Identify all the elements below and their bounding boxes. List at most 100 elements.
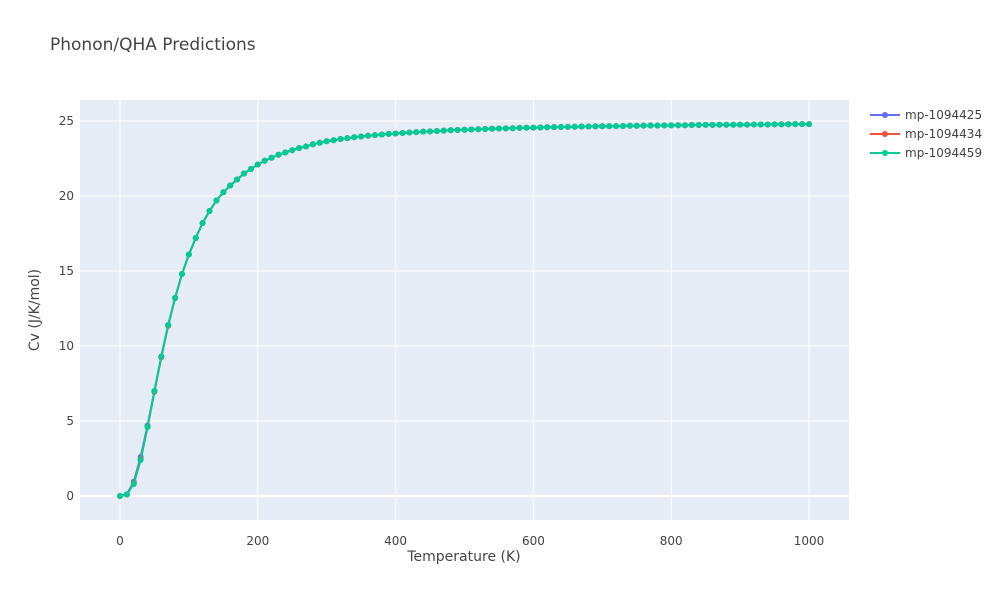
- data-point: [654, 122, 661, 129]
- x-tick-label: 400: [384, 534, 407, 548]
- data-point: [523, 124, 530, 131]
- data-point: [289, 147, 296, 154]
- data-point: [178, 271, 185, 277]
- data-point: [606, 123, 613, 130]
- y-tick-label: 10: [59, 339, 74, 353]
- data-point: [220, 189, 227, 196]
- legend-marker: [882, 150, 888, 156]
- data-point: [744, 121, 751, 128]
- series-layer: [116, 121, 813, 499]
- y-tick-label: 20: [59, 189, 74, 203]
- data-point: [489, 125, 496, 132]
- data-point: [599, 123, 606, 130]
- data-point: [385, 130, 392, 137]
- data-point: [427, 128, 434, 135]
- data-point: [626, 122, 633, 129]
- data-point: [647, 122, 654, 129]
- data-point: [351, 134, 358, 141]
- data-point: [130, 481, 137, 487]
- data-point: [227, 182, 234, 189]
- x-tick-label: 1000: [794, 534, 825, 548]
- data-point: [254, 161, 261, 168]
- data-point: [709, 121, 716, 128]
- data-point: [420, 128, 427, 135]
- data-point: [247, 166, 254, 172]
- data-point: [468, 126, 475, 133]
- series-mp-1094459: [116, 121, 813, 499]
- y-axis-title: Cv (J/K/mol): [27, 269, 43, 351]
- data-point: [688, 122, 695, 129]
- data-point: [241, 170, 247, 177]
- data-point: [661, 122, 668, 129]
- data-point: [757, 121, 764, 128]
- data-point: [613, 123, 620, 130]
- y-tick-label: 0: [66, 489, 74, 503]
- data-point: [516, 124, 523, 131]
- legend-marker: [882, 131, 888, 137]
- y-tick-label: 15: [59, 264, 74, 278]
- data-point: [530, 124, 537, 131]
- data-point: [778, 121, 785, 128]
- data-point: [750, 121, 757, 128]
- x-axis-title: Temperature (K): [406, 549, 520, 565]
- data-point: [433, 128, 440, 135]
- data-point: [144, 424, 151, 430]
- data-point: [199, 220, 206, 226]
- data-point: [406, 129, 413, 136]
- data-point: [461, 126, 468, 133]
- data-point: [268, 154, 275, 161]
- data-point: [358, 133, 365, 140]
- data-point: [675, 122, 682, 129]
- data-point: [213, 197, 220, 204]
- data-point: [785, 121, 792, 128]
- data-point: [668, 122, 675, 129]
- data-point: [592, 123, 599, 130]
- data-point: [702, 121, 709, 128]
- data-point: [737, 121, 744, 128]
- data-point: [371, 132, 378, 139]
- data-point: [792, 121, 799, 128]
- data-point: [730, 121, 737, 128]
- x-tick-label: 200: [246, 534, 269, 548]
- legend-marker: [882, 112, 888, 118]
- data-point: [764, 121, 771, 128]
- data-point: [296, 145, 303, 151]
- data-point: [282, 149, 289, 156]
- data-point: [440, 127, 447, 134]
- data-point: [771, 121, 778, 128]
- data-point: [116, 493, 123, 499]
- data-point: [316, 139, 323, 146]
- legend: mp-1094425 mp-1094434 mp-1094459: [870, 108, 982, 160]
- data-point: [185, 251, 192, 258]
- y-tick-label: 25: [59, 114, 74, 128]
- legend-label: mp-1094434: [905, 127, 982, 141]
- data-point: [344, 135, 351, 142]
- data-point: [392, 130, 399, 137]
- data-point: [172, 295, 179, 301]
- data-point: [799, 121, 806, 128]
- legend-label: mp-1094459: [905, 146, 982, 160]
- data-point: [585, 123, 592, 130]
- data-point: [454, 127, 461, 133]
- data-point: [482, 125, 489, 132]
- data-point: [165, 322, 172, 328]
- legend-item: mp-1094459: [870, 146, 982, 160]
- data-point: [123, 491, 130, 498]
- legend-label: mp-1094425: [905, 108, 982, 122]
- x-tick-label: 600: [522, 534, 545, 548]
- data-point: [330, 137, 337, 144]
- data-point: [337, 136, 344, 142]
- data-point: [695, 122, 702, 129]
- data-point: [551, 124, 558, 131]
- data-point: [206, 208, 213, 214]
- data-point: [564, 123, 571, 130]
- data-point: [475, 126, 482, 133]
- legend-item: mp-1094434: [870, 127, 982, 141]
- data-point: [509, 125, 516, 132]
- data-point: [633, 122, 640, 129]
- data-point: [137, 457, 144, 463]
- data-point: [544, 124, 551, 131]
- data-point: [495, 125, 502, 132]
